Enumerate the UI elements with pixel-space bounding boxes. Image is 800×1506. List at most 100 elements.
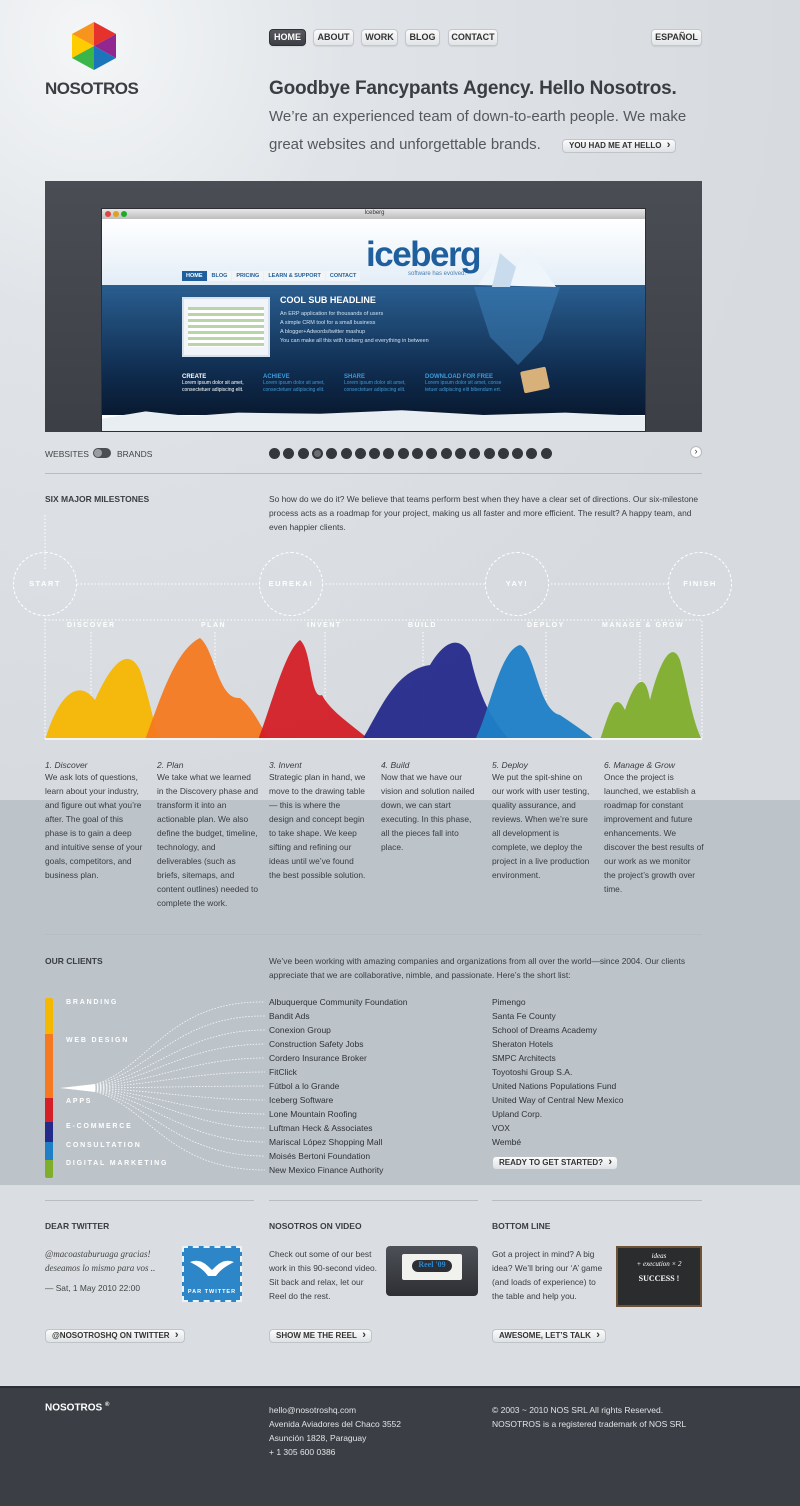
toggle-brands-label[interactable]: BRANDS [117, 449, 153, 459]
slide-dot[interactable] [454, 448, 466, 459]
slide-dot[interactable] [369, 448, 381, 459]
iceberg-menu-contact[interactable]: CONTACT [325, 271, 361, 281]
divider [269, 1200, 478, 1201]
client-item: Fútbol a lo Grande [269, 1081, 340, 1091]
next-slide-arrow-icon[interactable]: › [690, 446, 702, 458]
you-had-me-button[interactable]: YOU HAD ME AT HELLO [562, 139, 677, 153]
slide-dot[interactable] [483, 448, 495, 459]
slide-dot[interactable] [340, 448, 352, 459]
minimize-icon[interactable] [113, 211, 119, 217]
client-item: Wembé [492, 1137, 522, 1147]
iceberg-bullets: An ERP application for thousands of user… [280, 310, 429, 346]
category-color-bar [45, 998, 53, 1178]
footer-trademark: NOSOTROS is a registered trademark of NO… [492, 1419, 687, 1429]
milestone-start: START [13, 552, 77, 616]
twitter-follow-button[interactable]: @NOSOTROSHQ ON TWITTER [45, 1329, 185, 1343]
slide-dot[interactable] [354, 448, 366, 459]
iceberg-menu-blog[interactable]: BLOG [207, 271, 232, 281]
video-title: NOSOTROS ON VIDEO [269, 1221, 362, 1231]
category-digital-marketing: DIGITAL MARKETING [66, 1160, 169, 1167]
nav-home[interactable]: HOME [269, 29, 306, 46]
chalk-line-2: + execution × 2 [636, 1260, 682, 1268]
slide-dot[interactable] [383, 448, 395, 459]
slide-dot[interactable] [512, 448, 524, 459]
show-reel-button[interactable]: SHOW ME THE REEL [269, 1329, 372, 1343]
iceberg-bullet: You can make all this with Iceberg and e… [280, 338, 429, 344]
divider [45, 934, 702, 935]
slide-dot[interactable] [497, 448, 509, 459]
iceberg-bullet: A blogger+Adwords/twitter mashup [280, 329, 366, 335]
client-item: Albuquerque Community Foundation [269, 997, 408, 1007]
iceberg-menu: HOME BLOG PRICING LEARN & SUPPORT CONTAC… [182, 271, 361, 281]
browser-window: Iceberg iceberg software has evolved. HO… [101, 208, 646, 432]
stage-deploy: 5. Deploy We put the spit-shine on our w… [492, 760, 590, 880]
clients-band-background [0, 800, 800, 1185]
lets-talk-button[interactable]: AWESOME, LET’S TALK [492, 1329, 606, 1343]
milestone-eureka: EUREKA! [259, 552, 323, 616]
client-item: Luftman Heck & Associates [269, 1123, 373, 1133]
category-consultation: CONSULTATION [66, 1142, 142, 1149]
slide-dot[interactable] [412, 448, 423, 459]
ready-to-get-started-button[interactable]: READY TO GET STARTED? [492, 1156, 619, 1170]
brand-name[interactable]: NOSOTROS [45, 79, 139, 98]
client-item: Conexion Group [269, 1025, 331, 1035]
slide-dot[interactable] [311, 448, 323, 459]
client-item: Pimengo [492, 997, 526, 1007]
close-icon[interactable] [105, 211, 111, 217]
iceberg-menu-home[interactable]: HOME [182, 271, 207, 281]
nosotros-logo-icon[interactable] [72, 22, 116, 70]
footer-contact: hello@nosotroshq.com Avenida Aviadores d… [269, 1403, 401, 1459]
client-item: Iceberg Software [269, 1095, 334, 1105]
maximize-icon[interactable] [121, 211, 127, 217]
chalkboard-image: ideas + execution × 2 SUCCESS ! [616, 1246, 702, 1307]
slide-dot[interactable] [297, 448, 309, 459]
category-ecommerce: E-COMMERCE [66, 1123, 133, 1130]
footer-copyright: © 2003 ~ 2010 NOS SRL All rights Reserve… [492, 1405, 664, 1415]
client-item: Moisés Bertoni Foundation [269, 1151, 371, 1161]
iceberg-col-share: SHARE Lorem ipsum dolor sit amet, consec… [344, 374, 406, 393]
slide-dot[interactable] [426, 448, 438, 459]
client-item: FitClick [269, 1067, 297, 1077]
hero-line-2: great websites and unforgettable brands. [269, 136, 541, 153]
slide-dot[interactable] [269, 448, 280, 459]
client-list-2: Pimengo Santa Fe County School of Dreams A… [492, 995, 702, 1149]
divider [45, 1200, 254, 1201]
slide-dot[interactable] [440, 448, 452, 459]
slide-dot[interactable] [469, 448, 481, 459]
footer-email[interactable]: hello@nosotroshq.com [269, 1405, 357, 1415]
websites-brands-toggle[interactable] [93, 448, 111, 458]
slide-dot[interactable] [526, 448, 538, 459]
slide-dot[interactable] [326, 448, 338, 459]
iceberg-col-create: CREATE Lorem ipsum dolor sit amet, conse… [182, 374, 244, 393]
slide-dot[interactable] [283, 448, 295, 459]
iceberg-menu-pricing[interactable]: PRICING [232, 271, 264, 281]
footer-address-2: Asunción 1828, Paraguay [269, 1433, 367, 1443]
nav-contact[interactable]: CONTACT [448, 29, 498, 46]
slide-dot[interactable] [397, 448, 409, 459]
client-item: SMPC Architects [492, 1053, 556, 1063]
footer-legal: © 2003 ~ 2010 NOS SRL All rights Reserve… [492, 1403, 686, 1431]
stage-discover: 1. Discover We ask lots of questions, le… [45, 760, 143, 880]
bird-icon [190, 1260, 234, 1276]
client-item: Bandit Ads [269, 1011, 310, 1021]
stage-label-plan: PLAN [201, 622, 227, 629]
category-branding: BRANDING [66, 999, 119, 1006]
nav-blog[interactable]: BLOG [405, 29, 440, 46]
stage-label-invent: INVENT [307, 622, 342, 629]
category-web-design: WEB DESIGN [66, 1037, 130, 1044]
client-item: Toyotoshi Group S.A. [492, 1067, 573, 1077]
iceberg-col-download[interactable]: DOWNLOAD FOR FREE Lorem ipsum dolor sit … [425, 374, 502, 393]
client-item: Mariscal López Shopping Mall [269, 1137, 383, 1147]
nav-work[interactable]: WORK [361, 29, 398, 46]
iceberg-menu-learn[interactable]: LEARN & SUPPORT [264, 271, 325, 281]
twitter-stamp-label: PAR TWITTER [187, 1289, 237, 1295]
stage-manage-grow: 6. Manage & Grow Once the project is lau… [604, 760, 704, 894]
slide-dot[interactable] [540, 448, 552, 459]
stage-label-manage: MANAGE & GROW [602, 622, 685, 629]
nav-about[interactable]: ABOUT [313, 29, 354, 46]
language-button[interactable]: ESPAÑOL [651, 29, 702, 46]
tweet-text[interactable]: @macoastaburuaga gracias! deseamos lo mi… [45, 1249, 156, 1273]
vhs-tape-icon[interactable]: Reel '09 [386, 1246, 478, 1296]
toggle-websites-label[interactable]: WEBSITES [45, 449, 89, 459]
stage-label-build: BUILD [408, 622, 437, 629]
